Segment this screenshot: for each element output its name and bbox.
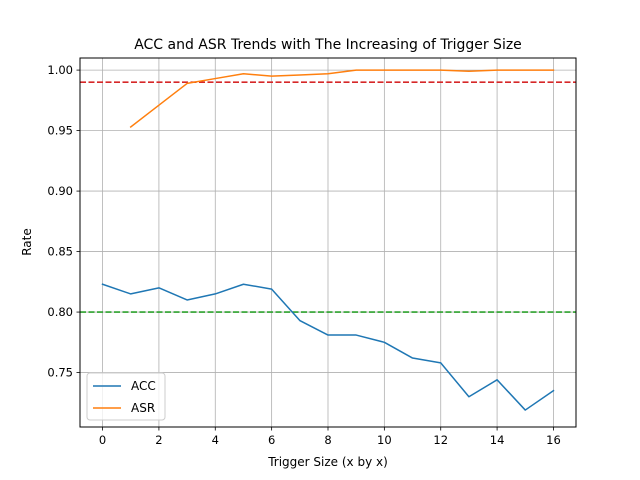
x-tick-label: 12	[433, 433, 448, 447]
series-lines	[101, 69, 555, 411]
y-tick-label: 0.75	[47, 366, 73, 380]
x-tick-label: 4	[212, 433, 219, 447]
x-tick-label: 8	[324, 433, 331, 447]
x-tick-label: 6	[268, 433, 275, 447]
y-tick-label: 1.00	[47, 63, 73, 77]
reference-lines	[80, 81, 576, 313]
x-tick-label: 0	[99, 433, 106, 447]
y-tick-label: 0.90	[47, 184, 73, 198]
x-tick-label: 16	[546, 433, 561, 447]
x-tick-label: 2	[155, 433, 162, 447]
y-tick-label: 0.95	[47, 124, 73, 138]
x-tick-label: 10	[377, 433, 392, 447]
y-tick-label: 0.80	[47, 305, 73, 319]
axis-ticks: 0 2 4 6 8 10 12 14 16 0.75 0.80 0.85 0.90 0.95 1.00	[47, 63, 560, 447]
legend-label-acc: ACC	[131, 379, 156, 393]
x-axis-label: Trigger Size (x by x)	[267, 455, 388, 469]
legend-label-asr: ASR	[131, 401, 155, 415]
y-axis-label: Rate	[20, 228, 34, 256]
y-tick-label: 0.85	[47, 245, 73, 259]
legend: ACC ASR	[86, 372, 166, 421]
series-line-asr	[129, 69, 555, 129]
x-tick-label: 14	[490, 433, 505, 447]
chart-title: ACC and ASR Trends with The Increasing o…	[134, 37, 522, 53]
